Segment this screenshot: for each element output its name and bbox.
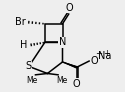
Text: +: + — [103, 49, 110, 58]
Text: H: H — [20, 40, 28, 50]
Text: Br: Br — [15, 17, 26, 27]
Text: O: O — [65, 3, 73, 13]
Text: O: O — [91, 56, 98, 66]
Text: Na: Na — [98, 51, 111, 61]
Text: Me: Me — [26, 76, 38, 85]
Text: O: O — [73, 79, 80, 89]
Text: −: − — [95, 49, 102, 58]
Polygon shape — [62, 62, 77, 68]
Text: Me: Me — [56, 76, 68, 85]
Text: S: S — [26, 61, 32, 71]
Text: N: N — [59, 37, 66, 47]
